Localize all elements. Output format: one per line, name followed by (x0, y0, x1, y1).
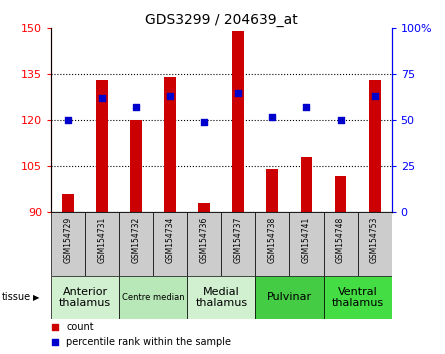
Bar (324, 212, 358, 276)
Text: Ventral
thalamus: Ventral thalamus (332, 286, 384, 308)
Bar (130, 120, 142, 212)
Bar (85, 212, 119, 276)
Text: Pulvinar: Pulvinar (267, 292, 312, 302)
Bar (255, 212, 290, 276)
Point (201, 119, 208, 125)
Point (235, 90, 242, 96)
Title: GDS3299 / 204639_at: GDS3299 / 204639_at (145, 13, 298, 27)
Text: GSM154731: GSM154731 (98, 217, 107, 263)
Bar (232, 32, 244, 212)
Bar (187, 212, 222, 276)
Bar (335, 176, 347, 212)
Point (51, 340, 58, 346)
Text: Medial
thalamus: Medial thalamus (195, 286, 247, 308)
Bar (51, 276, 119, 319)
Bar (198, 203, 210, 212)
Bar (119, 276, 187, 319)
Point (371, 93, 378, 99)
Text: Centre median: Centre median (122, 293, 185, 302)
Text: GSM154737: GSM154737 (234, 217, 243, 263)
Bar (300, 157, 312, 212)
Text: Anterior
thalamus: Anterior thalamus (59, 286, 111, 308)
Bar (290, 212, 324, 276)
Point (65, 118, 72, 123)
Text: tissue: tissue (2, 292, 31, 302)
Point (51, 324, 58, 329)
Bar (358, 212, 392, 276)
Text: GSM154753: GSM154753 (370, 217, 379, 263)
Bar (255, 276, 324, 319)
Text: GSM154738: GSM154738 (268, 217, 277, 263)
Point (99, 96, 106, 101)
Bar (164, 78, 176, 212)
Bar (267, 170, 279, 212)
Bar (96, 80, 108, 212)
Text: GSM154729: GSM154729 (64, 217, 73, 263)
Bar (368, 80, 380, 212)
Text: GSM154748: GSM154748 (336, 217, 345, 263)
Point (269, 114, 276, 120)
Bar (153, 212, 187, 276)
Bar (222, 212, 255, 276)
Point (303, 105, 310, 110)
Bar (51, 212, 85, 276)
Text: ▶: ▶ (33, 293, 40, 302)
Point (337, 118, 344, 123)
Text: GSM154732: GSM154732 (132, 217, 141, 263)
Text: count: count (66, 321, 94, 332)
Text: GSM154741: GSM154741 (302, 217, 311, 263)
Text: GSM154736: GSM154736 (200, 217, 209, 263)
Point (167, 93, 174, 99)
Text: percentile rank within the sample: percentile rank within the sample (66, 337, 231, 348)
Bar (62, 194, 74, 212)
Bar (119, 212, 153, 276)
Bar (187, 276, 255, 319)
Text: GSM154734: GSM154734 (166, 217, 175, 263)
Point (133, 105, 140, 110)
Bar (324, 276, 392, 319)
